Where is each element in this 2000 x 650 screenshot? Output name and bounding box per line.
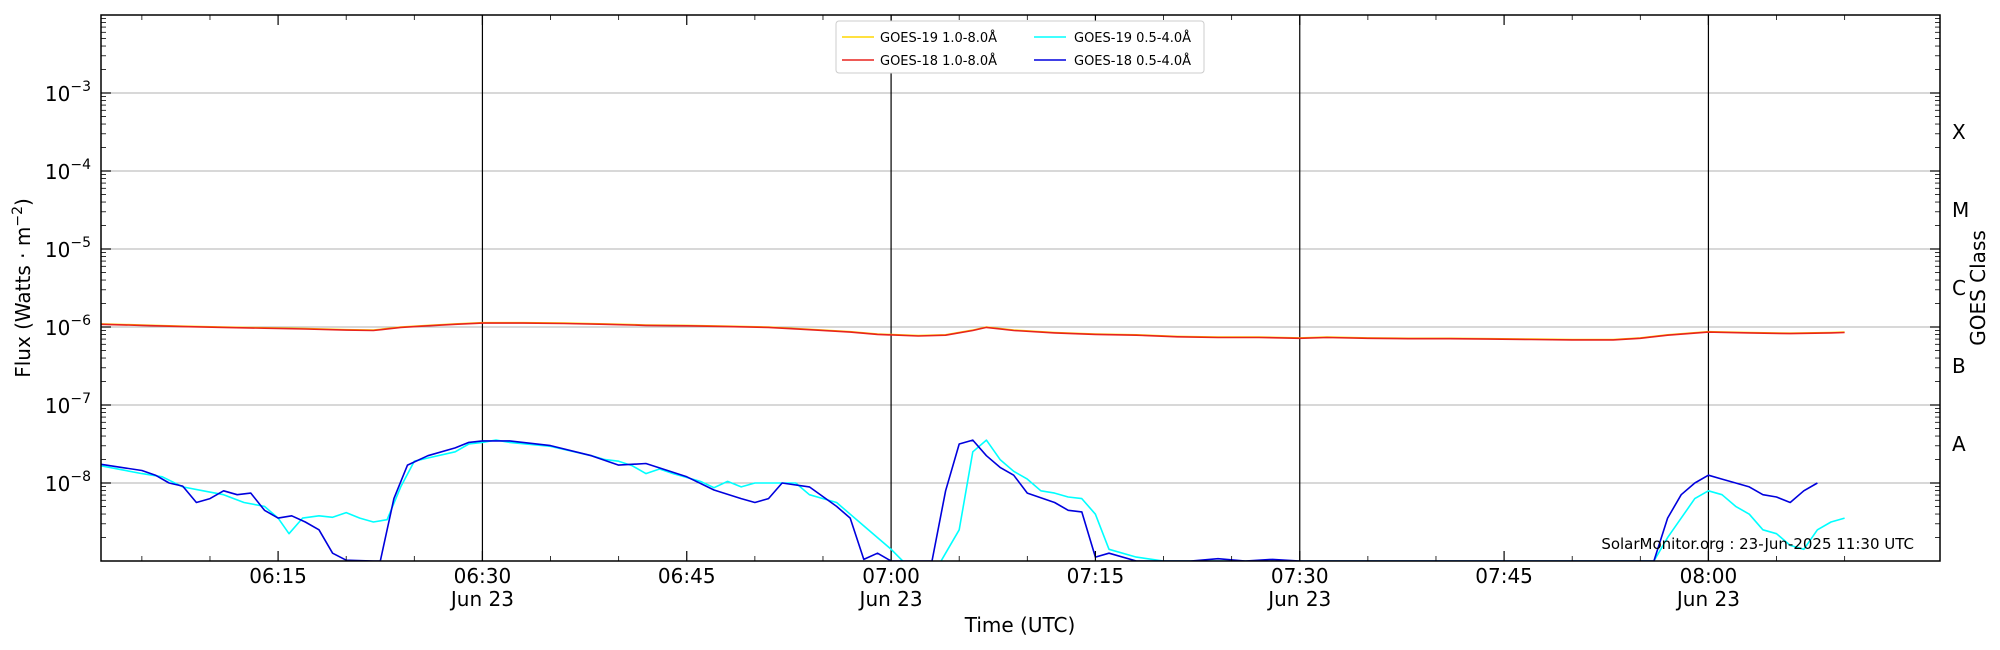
y-tick-label: 10−7 xyxy=(45,391,91,418)
legend-label-goes18-short: GOES-18 0.5-4.0Å xyxy=(1074,53,1191,69)
x-tick-date-label: Jun 23 xyxy=(1266,587,1331,611)
y-tick-label: 10−4 xyxy=(45,157,91,184)
axis-ticks xyxy=(101,15,1940,561)
y-axis-title: Flux (Watts · m−2) xyxy=(10,198,35,378)
plot-frame xyxy=(100,14,1941,562)
series-line-3 xyxy=(101,439,1818,561)
goes-class-label: C xyxy=(1952,276,1966,300)
y-tick-label: 10−6 xyxy=(45,313,91,340)
x-axis-title: Time (UTC) xyxy=(964,613,1076,637)
x-tick-label: 06:15 xyxy=(249,564,307,588)
legend-label-goes18-long: GOES-18 1.0-8.0Å xyxy=(880,53,997,69)
x-tick-label: 06:45 xyxy=(658,564,716,588)
x-tick-label: 07:45 xyxy=(1475,564,1533,588)
y-tick-label: 10−3 xyxy=(45,79,91,106)
series-line-1 xyxy=(101,322,1845,341)
y-tick-label: 10−8 xyxy=(45,469,91,496)
goes-class-label: M xyxy=(1952,198,1969,222)
x-tick-label: 07:30 xyxy=(1271,564,1329,588)
grid-lines xyxy=(101,92,1940,484)
y-tick-labels: 10−8 10−7 10−6 10−5 10−4 10−3 xyxy=(45,79,91,496)
legend-label-goes19-long: GOES-19 1.0-8.0Å xyxy=(880,30,997,46)
x-tick-label: 06:30 xyxy=(454,564,512,588)
x-tick-label: 07:15 xyxy=(1067,564,1125,588)
vertical-day-lines xyxy=(481,15,1710,561)
credit-text: SolarMonitor.org : 23-Jun-2025 11:30 UTC xyxy=(1601,535,1914,553)
x-tick-label: 08:00 xyxy=(1680,564,1738,588)
y-tick-label: 10−5 xyxy=(45,235,91,262)
goes-class-labels: A B C M X xyxy=(1952,120,1969,456)
legend: GOES-19 1.0-8.0Å GOES-18 1.0-8.0Å GOES-1… xyxy=(835,20,1205,74)
x-tick-date-label: Jun 23 xyxy=(1675,587,1740,611)
goes-class-label: B xyxy=(1952,354,1966,378)
goes-class-label: A xyxy=(1952,432,1966,456)
x-tick-date-label: Jun 23 xyxy=(858,587,923,611)
legend-box xyxy=(835,20,1205,74)
legend-label-goes19-short: GOES-19 0.5-4.0Å xyxy=(1074,30,1191,46)
series-line-2 xyxy=(101,439,1845,561)
series-lines xyxy=(101,321,1845,561)
right-axis-title: GOES Class xyxy=(1966,230,1990,346)
x-tick-date-label: Jun 23 xyxy=(449,587,514,611)
x-tick-label: 07:00 xyxy=(862,564,920,588)
goes-class-label: X xyxy=(1952,120,1966,144)
